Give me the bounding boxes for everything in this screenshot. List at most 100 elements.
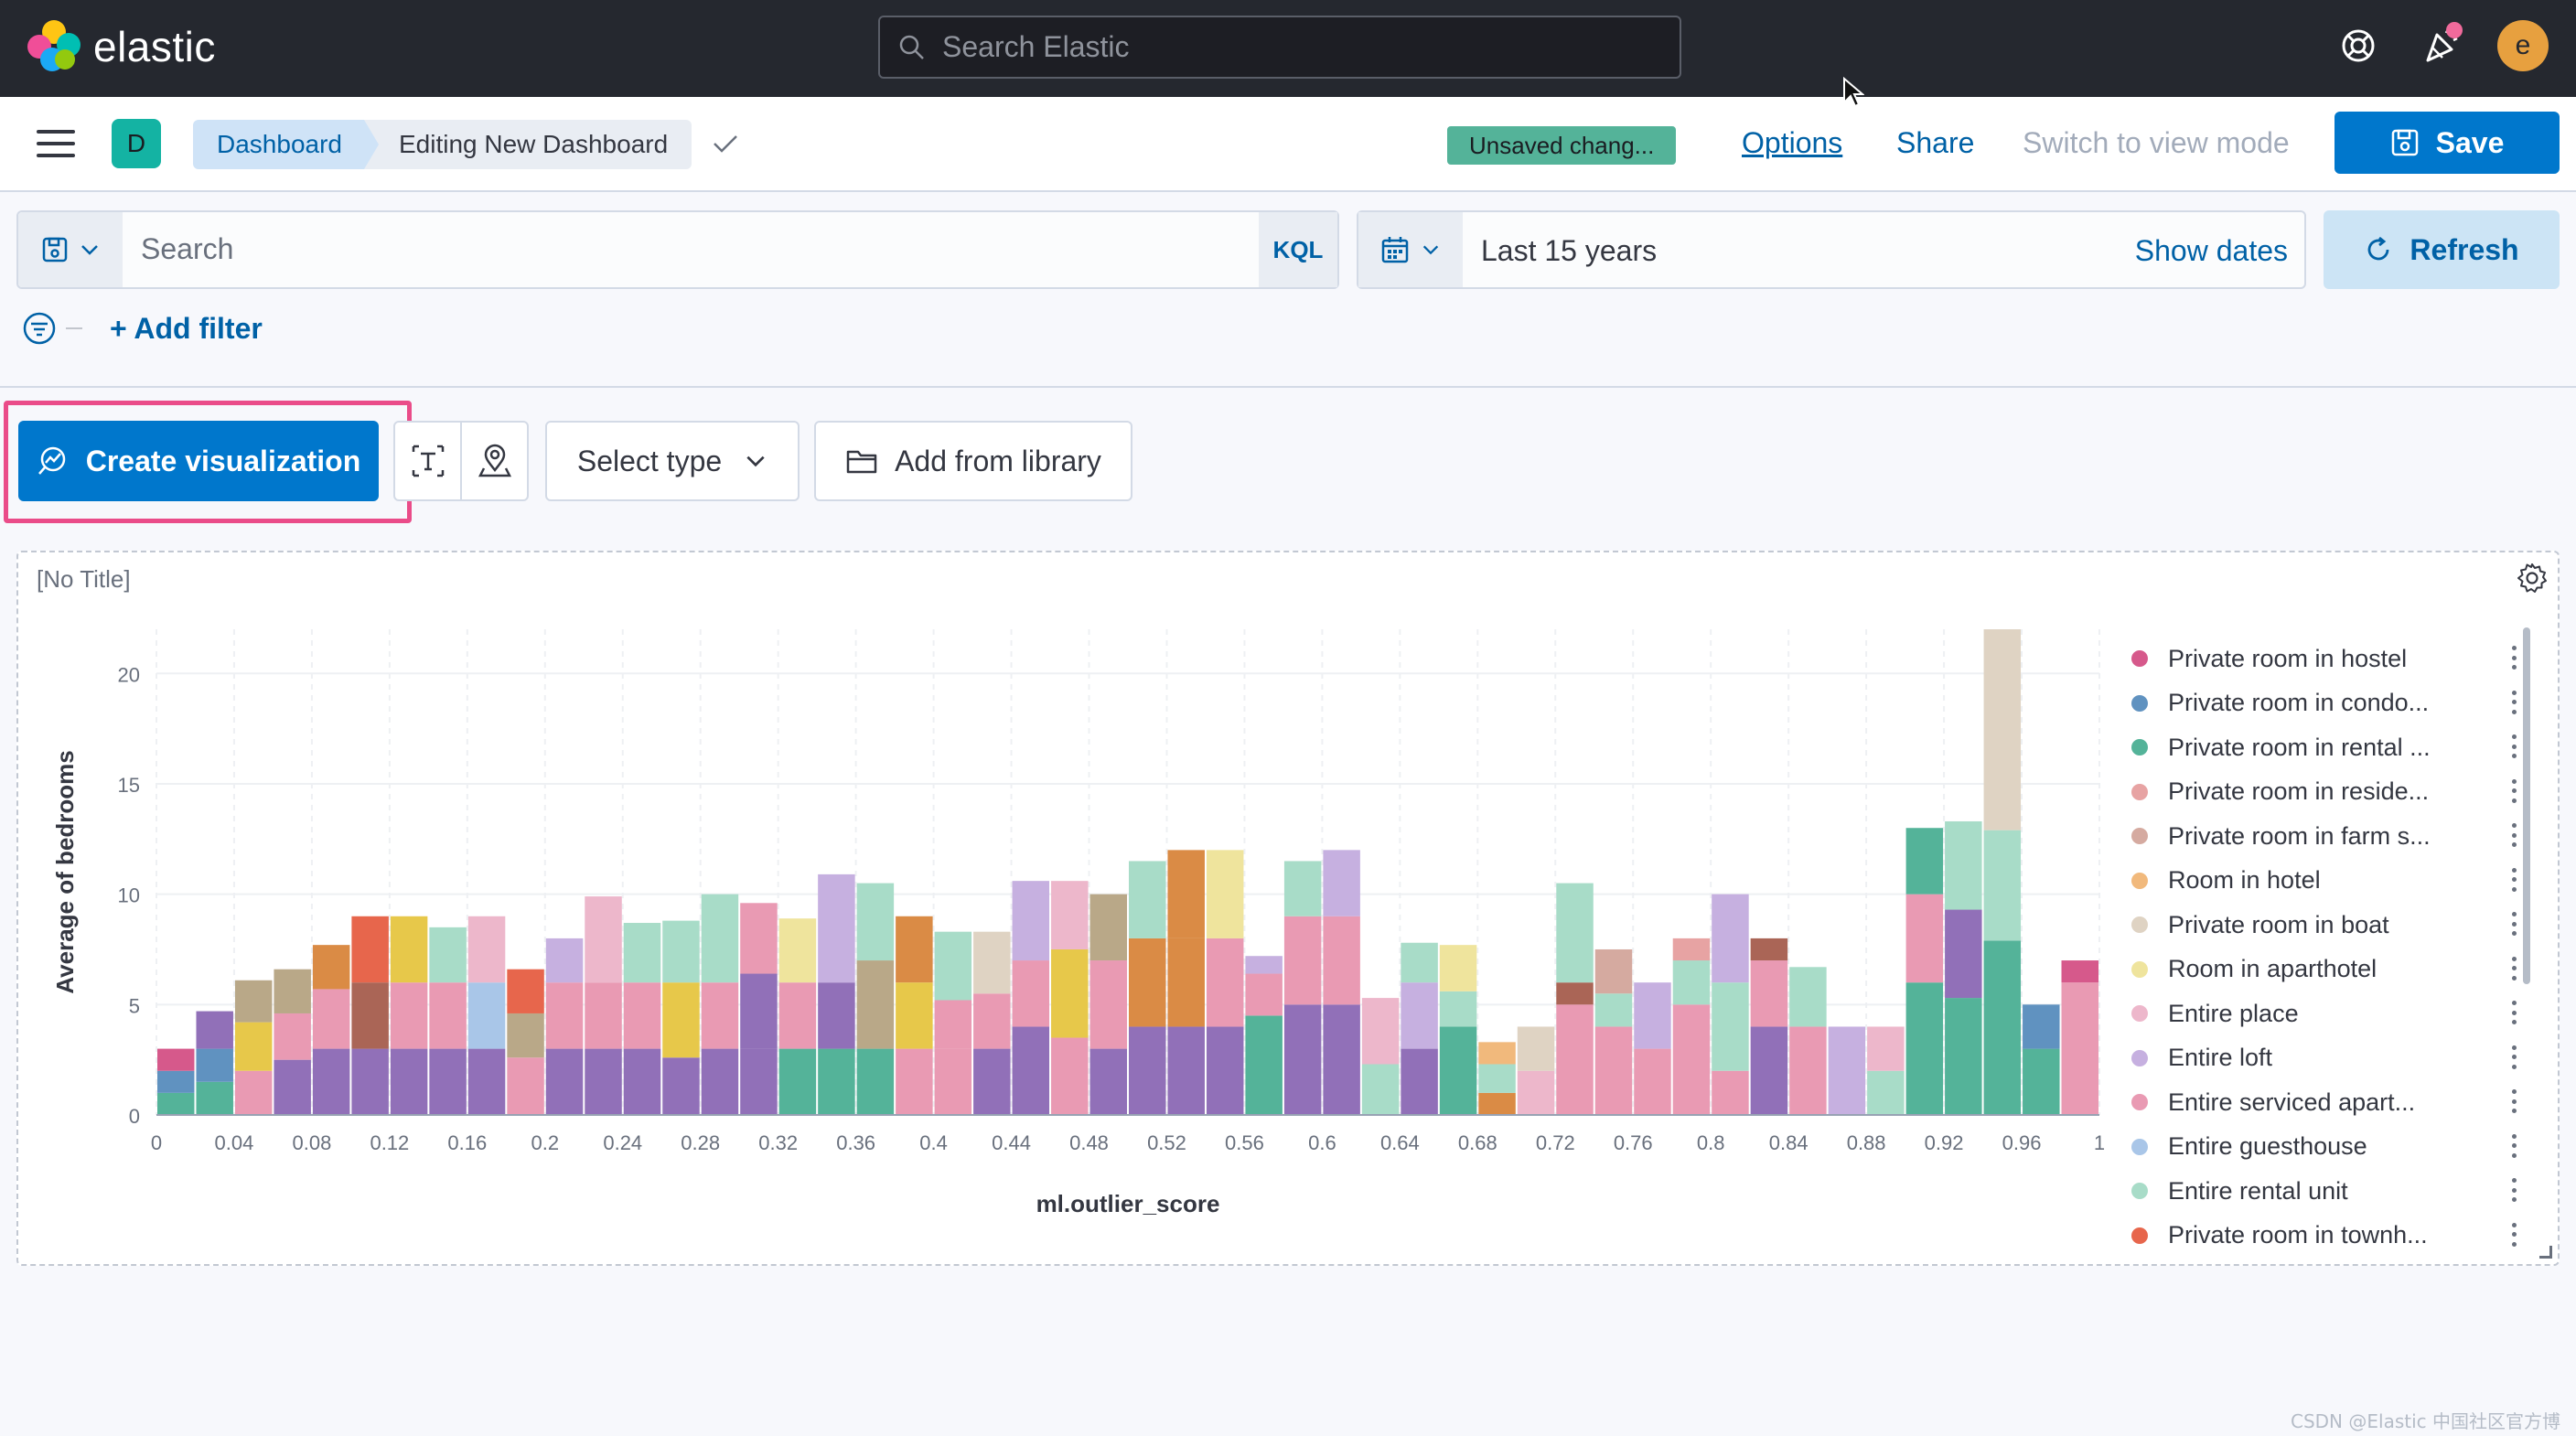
bar-segment[interactable]: [1750, 938, 1788, 961]
bar-segment[interactable]: [390, 982, 428, 1049]
bar-segment[interactable]: [545, 1048, 584, 1115]
bar-segment[interactable]: [1129, 861, 1166, 938]
legend-actions-icon[interactable]: [2512, 1178, 2517, 1202]
bar-segment[interactable]: [2023, 1048, 2060, 1115]
bar-segment[interactable]: [1089, 1048, 1127, 1115]
save-button[interactable]: Save: [2334, 112, 2560, 174]
legend-actions-icon[interactable]: [2512, 1001, 2517, 1024]
bar-segment[interactable]: [1206, 850, 1244, 938]
bar-segment[interactable]: [429, 927, 467, 983]
bar-segment[interactable]: [896, 1048, 933, 1115]
bar-segment[interactable]: [467, 916, 506, 983]
bar-segment[interactable]: [1594, 948, 1633, 994]
bar-segment[interactable]: [1051, 948, 1089, 1038]
legend-actions-icon[interactable]: [2512, 1133, 2517, 1158]
legend-actions-icon[interactable]: [2512, 734, 2517, 758]
bar-segment[interactable]: [312, 1048, 350, 1115]
bar-segment[interactable]: [662, 1057, 700, 1115]
bar-segment[interactable]: [1712, 982, 1749, 1071]
bar-segment[interactable]: [2061, 960, 2098, 983]
bar-segment[interactable]: [1828, 1026, 1866, 1115]
bar-segment[interactable]: [1283, 916, 1322, 1005]
bar-segment[interactable]: [545, 938, 584, 983]
legend-item[interactable]: Private room in rental ...: [2131, 725, 2525, 770]
bar-segment[interactable]: [1167, 938, 1205, 1027]
bar-segment[interactable]: [1556, 1004, 1594, 1115]
legend-actions-icon[interactable]: [2512, 1222, 2517, 1247]
bar-segment[interactable]: [1712, 894, 1749, 983]
bar-segment[interactable]: [1789, 1026, 1827, 1115]
bar-segment[interactable]: [934, 1048, 972, 1115]
bar-segment[interactable]: [1594, 993, 1633, 1027]
bar-segment[interactable]: [234, 980, 273, 1023]
bar-segment[interactable]: [1206, 1026, 1244, 1115]
legend-item[interactable]: Room in hotel: [2131, 859, 2525, 904]
bar-segment[interactable]: [1867, 1026, 1905, 1071]
bar-segment[interactable]: [1478, 1042, 1516, 1065]
bar-segment[interactable]: [196, 1081, 233, 1115]
bar-segment[interactable]: [1323, 1004, 1360, 1115]
bar-segment[interactable]: [1789, 967, 1827, 1027]
bar-segment[interactable]: [818, 873, 855, 983]
bar-segment[interactable]: [1129, 1026, 1166, 1115]
unsaved-changes-badge[interactable]: Unsaved chang...: [1447, 126, 1677, 165]
legend-item[interactable]: Private room in reside...: [2131, 770, 2525, 815]
legend-actions-icon[interactable]: [2512, 823, 2517, 847]
user-avatar[interactable]: e: [2497, 20, 2549, 71]
news-feed-button[interactable]: [2415, 20, 2466, 71]
query-language-button[interactable]: KQL: [1259, 212, 1337, 287]
bar-segment[interactable]: [429, 1048, 467, 1115]
bar-segment[interactable]: [973, 993, 1011, 1049]
bar-segment[interactable]: [1905, 982, 1944, 1115]
bar-segment[interactable]: [234, 1070, 273, 1115]
panel-resize-handle[interactable]: [2539, 1246, 2552, 1259]
bar-segment[interactable]: [1945, 998, 1982, 1115]
bar-segment[interactable]: [585, 1048, 622, 1115]
bar-segment[interactable]: [157, 1048, 195, 1071]
bar-segment[interactable]: [1167, 1026, 1205, 1115]
bar-segment[interactable]: [818, 982, 855, 1049]
legend-actions-icon[interactable]: [2512, 867, 2517, 892]
legend-item[interactable]: Entire place: [2131, 991, 2525, 1036]
bar-segment[interactable]: [778, 1048, 817, 1115]
bar-segment[interactable]: [585, 982, 622, 1049]
bar-segment[interactable]: [234, 1022, 273, 1071]
bar-segment[interactable]: [2061, 982, 2098, 1115]
bar-segment[interactable]: [1439, 991, 1477, 1027]
bar-segment[interactable]: [585, 896, 622, 983]
bar-segment[interactable]: [274, 969, 311, 1013]
bar-segment[interactable]: [1012, 960, 1050, 1027]
bar-segment[interactable]: [662, 982, 700, 1058]
bar-segment[interactable]: [896, 916, 933, 983]
add-from-library-button[interactable]: Add from library: [814, 421, 1132, 501]
bar-segment[interactable]: [1167, 850, 1205, 938]
bar-segment[interactable]: [1401, 942, 1438, 983]
bar-segment[interactable]: [662, 920, 700, 983]
bar-segment[interactable]: [507, 1013, 544, 1058]
elastic-logo[interactable]: elastic: [27, 20, 216, 73]
bar-segment[interactable]: [1983, 830, 2022, 941]
legend-actions-icon[interactable]: [2512, 912, 2517, 936]
filter-options-icon[interactable]: [22, 311, 57, 346]
bar-segment[interactable]: [1361, 1064, 1400, 1115]
bar-segment[interactable]: [1089, 894, 1127, 961]
legend-actions-icon[interactable]: [2512, 778, 2517, 803]
legend-actions-icon[interactable]: [2512, 1089, 2517, 1113]
bar-segment[interactable]: [351, 916, 389, 983]
bar-segment[interactable]: [778, 982, 817, 1049]
bar-segment[interactable]: [467, 982, 506, 1049]
global-search-input[interactable]: [942, 30, 1637, 64]
switch-to-view-mode-link[interactable]: Switch to view mode: [2023, 126, 2290, 159]
legend-actions-icon[interactable]: [2512, 690, 2517, 714]
legend-item[interactable]: Entire serviced apart...: [2131, 1080, 2525, 1125]
bar-segment[interactable]: [1089, 960, 1127, 1049]
visualization-panel[interactable]: [No Title] 0 5 10 15 20 0 0.04 0.08 0.12 0.16 0.2 0…: [16, 551, 2560, 1266]
legend-actions-icon[interactable]: [2512, 1045, 2517, 1069]
bar-segment[interactable]: [1283, 1004, 1322, 1115]
quick-date-menu-button[interactable]: [1358, 212, 1463, 287]
bar-segment[interactable]: [351, 1048, 389, 1115]
help-button[interactable]: [2333, 20, 2384, 71]
legend-actions-icon[interactable]: [2512, 956, 2517, 981]
bar-segment[interactable]: [1012, 1026, 1050, 1115]
bar-segment[interactable]: [934, 931, 972, 1001]
